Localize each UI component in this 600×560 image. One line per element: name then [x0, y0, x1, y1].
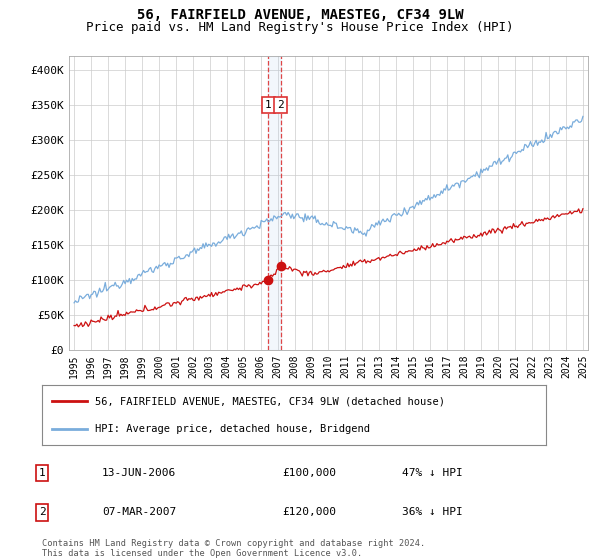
- Text: Contains HM Land Registry data © Crown copyright and database right 2024.
This d: Contains HM Land Registry data © Crown c…: [42, 539, 425, 558]
- Text: 1: 1: [265, 100, 272, 110]
- Text: 2: 2: [38, 507, 46, 517]
- Text: 36% ↓ HPI: 36% ↓ HPI: [402, 507, 463, 517]
- Bar: [268, 56, 281, 350]
- Text: £120,000: £120,000: [282, 507, 336, 517]
- Text: HPI: Average price, detached house, Bridgend: HPI: Average price, detached house, Brid…: [95, 424, 370, 434]
- Text: 56, FAIRFIELD AVENUE, MAESTEG, CF34 9LW: 56, FAIRFIELD AVENUE, MAESTEG, CF34 9LW: [137, 8, 463, 22]
- Text: 2: 2: [277, 100, 284, 110]
- Text: 56, FAIRFIELD AVENUE, MAESTEG, CF34 9LW (detached house): 56, FAIRFIELD AVENUE, MAESTEG, CF34 9LW …: [95, 396, 445, 406]
- Text: 47% ↓ HPI: 47% ↓ HPI: [402, 468, 463, 478]
- Text: 07-MAR-2007: 07-MAR-2007: [102, 507, 176, 517]
- Text: £100,000: £100,000: [282, 468, 336, 478]
- Text: 13-JUN-2006: 13-JUN-2006: [102, 468, 176, 478]
- Text: 1: 1: [38, 468, 46, 478]
- Text: Price paid vs. HM Land Registry's House Price Index (HPI): Price paid vs. HM Land Registry's House …: [86, 21, 514, 34]
